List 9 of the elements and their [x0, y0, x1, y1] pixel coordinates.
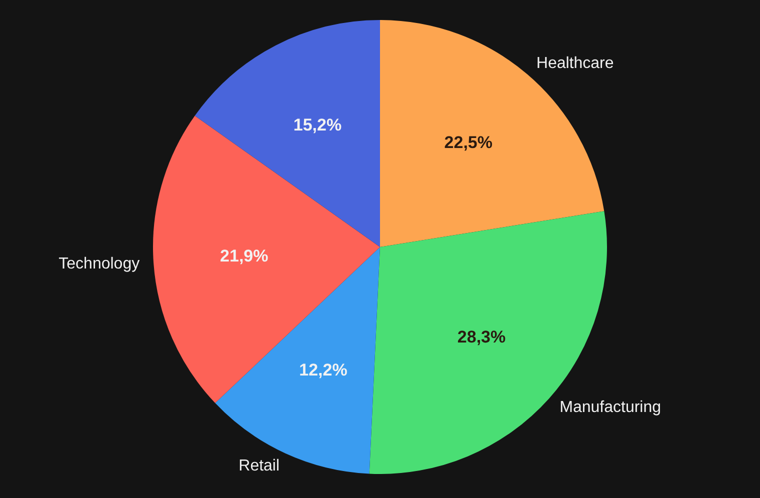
- data-label: 21,9%: [220, 246, 268, 266]
- slice-label: Technology: [58, 255, 140, 272]
- slice-label: Manufacturing: [560, 399, 662, 416]
- slice-label: Retail: [238, 457, 280, 474]
- data-label: 22,5%: [444, 133, 492, 152]
- data-label: 28,3%: [457, 327, 506, 346]
- data-label: 15,2%: [293, 116, 342, 135]
- data-label: 12,2%: [299, 360, 348, 380]
- slice-label: Healthcare: [536, 55, 614, 72]
